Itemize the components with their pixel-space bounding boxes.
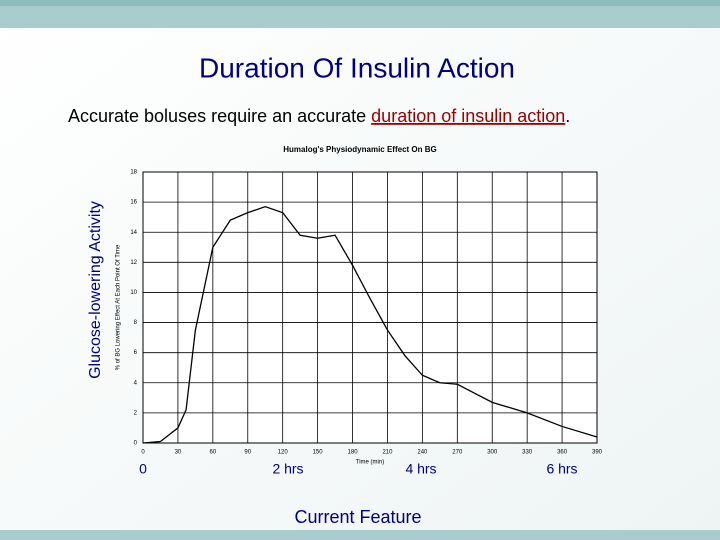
x-tick-label: 270: [452, 450, 463, 456]
y-tick-label: 12: [130, 260, 137, 266]
x-tick-label: 30: [175, 450, 182, 456]
x-tick-label: 300: [487, 450, 498, 456]
x-tick-label: 150: [313, 450, 324, 456]
slide-title: Duration Of Insulin Action: [199, 52, 515, 83]
x-tick-label: 60: [210, 450, 217, 456]
y-tick-label: 10: [130, 290, 137, 296]
x-tick-label: 390: [592, 450, 603, 456]
time-label: 6 hrs: [546, 461, 577, 477]
footer: Current Feature: [294, 507, 421, 527]
x-tick-label: 0: [141, 450, 145, 456]
top-stripe: [0, 0, 720, 6]
time-label: 0: [139, 461, 147, 477]
y-tick-label: 2: [134, 410, 138, 416]
subtitle-text: Accurate boluses require an accurate: [68, 106, 371, 126]
y-tick-label: 18: [130, 170, 137, 176]
subtitle-link: duration of insulin action: [371, 106, 565, 126]
data-line: [142, 205, 598, 444]
x-tick-label: 360: [557, 450, 568, 456]
y-tick-label: 16: [130, 200, 137, 206]
y-tick-label: 0: [134, 441, 138, 447]
y-tick-label: 4: [134, 380, 138, 386]
x-tick-label: 90: [244, 450, 251, 456]
x-tick-label: 210: [382, 450, 393, 456]
x-tick-label: 240: [417, 450, 428, 456]
side-label: Glucose-lowering Activity: [87, 201, 104, 379]
time-label: 4 hrs: [405, 461, 436, 477]
x-tick-label: 180: [348, 450, 359, 456]
y-tick-label: 6: [134, 350, 138, 356]
y-axis-label: % of BG Lowering Effect At Each Point Of…: [116, 244, 122, 370]
plot-area: [142, 171, 598, 444]
bottom-band: [0, 530, 720, 540]
subtitle-end: .: [565, 106, 570, 126]
chart-title: Humalog's Physiodynamic Effect On BG: [283, 145, 437, 154]
subtitle: Accurate boluses require an accurate dur…: [68, 106, 570, 126]
x-tick-label: 330: [522, 450, 533, 456]
x-tick-label: 120: [278, 450, 289, 456]
x-axis-label: Time (min): [356, 460, 384, 466]
time-label: 2 hrs: [272, 461, 303, 477]
y-tick-label: 14: [130, 230, 137, 236]
y-tick-label: 8: [134, 320, 138, 326]
